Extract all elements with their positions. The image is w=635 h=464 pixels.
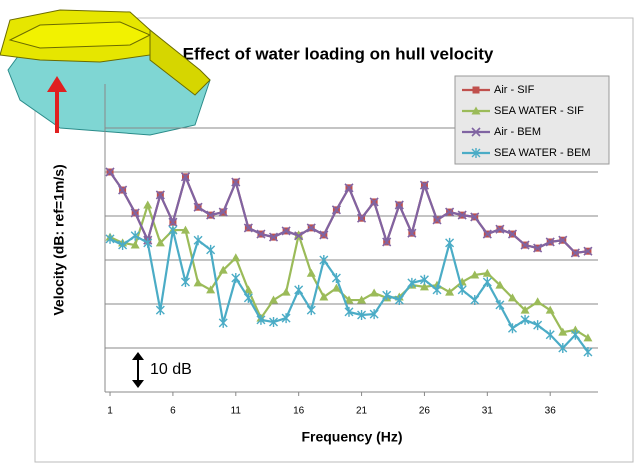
x-tick-label: 1: [107, 406, 113, 417]
x-tick-label: 6: [170, 406, 176, 417]
legend-label: SEA WATER - SIF: [494, 105, 584, 117]
x-tick-label: 16: [293, 406, 305, 417]
y-axis-label: Velocity (dB: ref=1m/s): [51, 164, 67, 315]
x-tick-label: 31: [482, 406, 494, 417]
x-tick-label: 21: [356, 406, 368, 417]
marker: [473, 87, 480, 94]
x-axis-label: Frequency (Hz): [301, 429, 402, 445]
legend-label: Air - SIF: [494, 84, 535, 96]
scale-bar-label: 10 dB: [150, 361, 192, 378]
legend: Air - SIF SEA WATER - SIF Air - BEM SEA WAT…: [455, 76, 609, 164]
legend-label: Air - BEM: [494, 126, 541, 138]
x-tick-label: 36: [545, 406, 557, 417]
x-tick-label: 26: [419, 406, 431, 417]
chart: Effect of water loading on hull velocity…: [0, 0, 635, 464]
x-tick-label: 11: [231, 406, 242, 417]
legend-label: SEA WATER - BEM: [494, 147, 591, 159]
chart-title: Effect of water loading on hull velocity: [183, 44, 494, 63]
